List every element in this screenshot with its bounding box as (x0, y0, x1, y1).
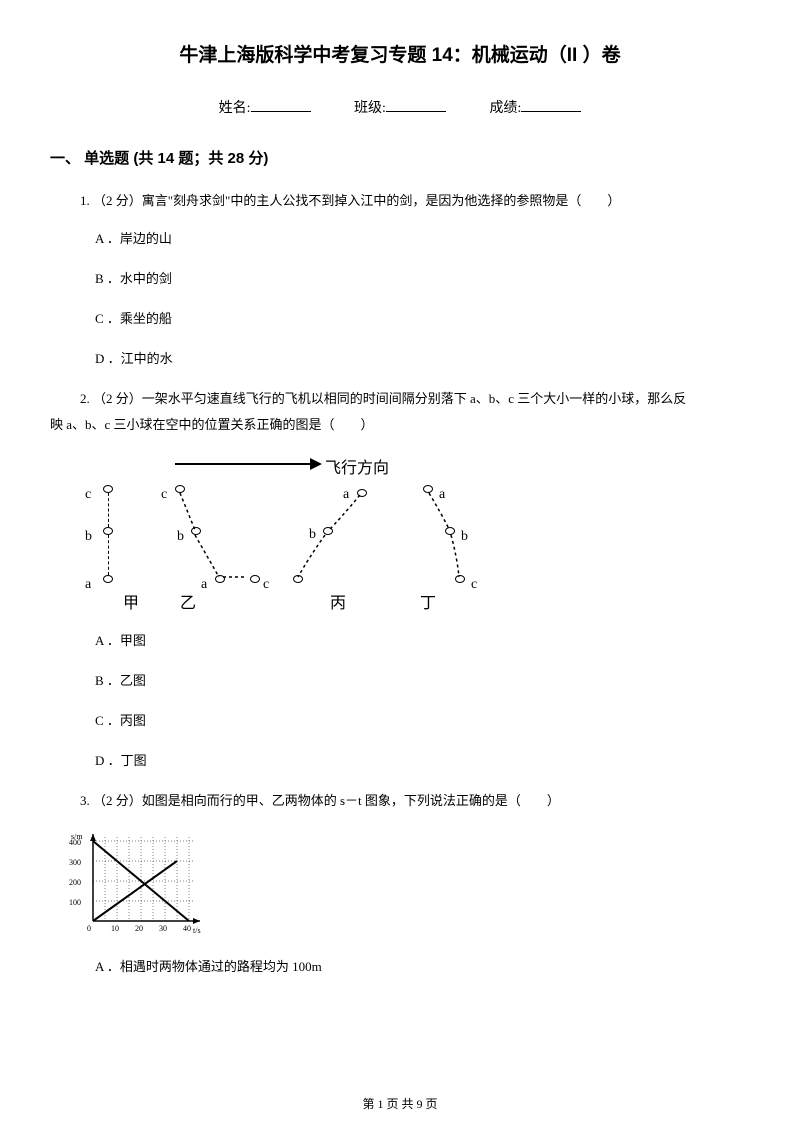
q3-ytick: 400 (69, 838, 81, 847)
q2-yi-c-label: c (161, 481, 167, 509)
q3-xlabel: t/s (193, 926, 201, 935)
q1-text: 1. （2 分）寓言"刻舟求剑"中的主人公找不到掉入江中的剑，是因为他选择的参照… (80, 188, 750, 214)
score-blank (521, 111, 581, 112)
q1-option-a: A ．岸边的山 (80, 226, 750, 252)
q2-option-c: C ．丙图 (80, 708, 750, 734)
page-footer: 第 1 页 共 9 页 (0, 1095, 800, 1112)
q3-ytick: 0 (87, 924, 91, 933)
arrow-label: 飞行方向 (325, 453, 389, 485)
class-blank (386, 111, 446, 112)
q3-ytick: 100 (69, 898, 81, 907)
ball-icon (103, 575, 113, 583)
q3-option-a: A ．相遇时两物体通过的路程均为 100m (80, 954, 750, 980)
q3-graph: s/m 400 300 200 100 0 10 20 30 40 t/s (65, 829, 210, 939)
q3-text: 3. （2 分）如图是相向而行的甲、乙两物体的 s－t 图象，下列说法正确的是（… (80, 788, 750, 814)
q2-jia-b-label: b (85, 523, 92, 551)
q3-xtick: 20 (135, 924, 143, 933)
q2-jia-c-label: c (85, 481, 91, 509)
dash-line (108, 493, 109, 527)
class-label: 班级: (354, 101, 386, 116)
question-1: 1. （2 分）寓言"刻舟求剑"中的主人公找不到掉入江中的剑，是因为他选择的参照… (50, 188, 750, 372)
q3-xtick: 10 (111, 924, 119, 933)
q1-option-c: C ．乘坐的船 (80, 306, 750, 332)
info-line: 姓名: 班级: 成绩: (50, 97, 750, 117)
q3-ytick: 200 (69, 878, 81, 887)
arrow-head-icon (310, 458, 322, 470)
score-label: 成绩: (489, 101, 521, 116)
ball-icon (103, 527, 113, 535)
name-blank (251, 111, 311, 112)
q3-ytick: 300 (69, 858, 81, 867)
q2-figure: 飞行方向 c b a 甲 c b a c 乙 a b (85, 453, 515, 613)
q2-option-a: A ．甲图 (80, 628, 750, 654)
dash-svg (423, 485, 473, 585)
arrow-line (175, 463, 315, 465)
q1-option-b: B ．水中的剑 (80, 266, 750, 292)
dash-svg (290, 489, 370, 589)
q2-text-line2: 映 a、b、c 三小球在空中的位置关系正确的图是（ ） (50, 412, 750, 438)
q2-text-line1: 2. （2 分）一架水平匀速直线飞行的飞机以相同的时间间隔分别落下 a、b、c … (50, 386, 750, 412)
q3-xtick: 40 (183, 924, 191, 933)
q3-figure: s/m 400 300 200 100 0 10 20 30 40 t/s (65, 829, 750, 939)
question-2: 2. （2 分）一架水平匀速直线飞行的飞机以相同的时间间隔分别落下 a、b、c … (50, 386, 750, 774)
q2-option-d: D ．丁图 (80, 748, 750, 774)
page-title: 牛津上海版科学中考复习专题 14：机械运动（II ）卷 (50, 40, 750, 67)
q2-label-bing: 丙 (330, 588, 346, 620)
q2-yi-c2-label: c (263, 571, 269, 599)
q1-option-d: D ．江中的水 (80, 346, 750, 372)
q2-jia-a-label: a (85, 571, 91, 599)
dash-line (108, 535, 109, 575)
ball-icon (103, 485, 113, 493)
ball-icon (250, 575, 260, 583)
question-3: 3. （2 分）如图是相向而行的甲、乙两物体的 s－t 图象，下列说法正确的是（… (50, 788, 750, 980)
q2-option-b: B ．乙图 (80, 668, 750, 694)
q2-label-ding: 丁 (420, 588, 436, 620)
name-label: 姓名: (219, 101, 251, 116)
dash-svg (175, 485, 255, 585)
section-header: 一、 单选题 (共 14 题；共 28 分) (50, 147, 750, 168)
q3-xtick: 30 (159, 924, 167, 933)
q2-label-jia: 甲 (123, 588, 139, 620)
q2-label-yi: 乙 (180, 588, 196, 620)
